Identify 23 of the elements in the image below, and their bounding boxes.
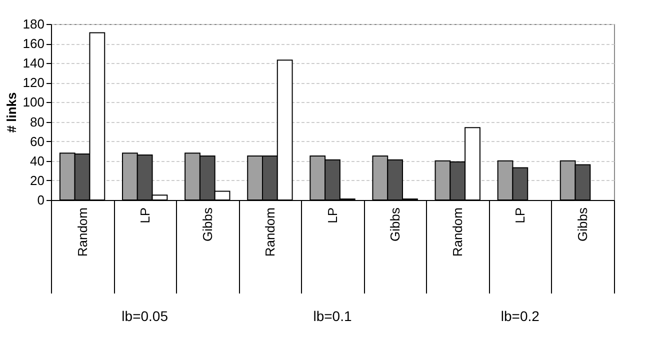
y-tick-label: 60 xyxy=(30,134,44,149)
x-tick-label: Gibbs xyxy=(575,207,590,242)
y-tick-label: 140 xyxy=(22,56,44,71)
x-tick-label: Gibbs xyxy=(388,207,403,242)
y-tick-label: 40 xyxy=(30,153,44,168)
x-tick-label: Random xyxy=(450,208,466,257)
y-tick-label: 0 xyxy=(37,192,44,208)
text: lb=0.1 xyxy=(313,308,352,324)
x-tick-label: LP xyxy=(137,208,152,224)
y-tick-label: 100 xyxy=(22,94,44,110)
x-tick-label: LP xyxy=(512,208,528,224)
y-tick-label: 80 xyxy=(30,114,44,130)
y-axis-title: # links xyxy=(4,92,19,133)
y-tick-label: 20 xyxy=(30,172,44,188)
x-tick-label: Random xyxy=(74,208,90,257)
x-tick-label: Gibbs xyxy=(200,207,215,242)
x-tick-label: Random xyxy=(262,208,278,257)
x-tick-label: LP xyxy=(325,208,340,224)
y-tick-label: 120 xyxy=(22,75,44,90)
text: lb=0.2 xyxy=(500,308,540,324)
y-tick-label: 160 xyxy=(22,36,44,52)
y-tick-label: 180 xyxy=(22,16,44,32)
text: lb=0.05 xyxy=(122,308,168,324)
